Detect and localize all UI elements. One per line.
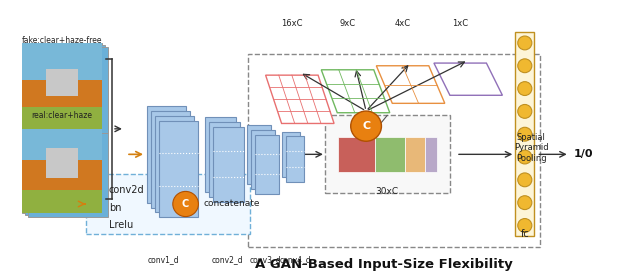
Bar — [285, 136, 303, 182]
Text: C: C — [182, 199, 189, 209]
Bar — [425, 137, 436, 172]
Bar — [22, 160, 102, 190]
Bar — [155, 116, 195, 212]
Bar — [375, 137, 405, 172]
Text: conv2_d: conv2_d — [211, 255, 243, 264]
Text: Lrelu: Lrelu — [109, 220, 133, 230]
Text: conv3_d: conv3_d — [250, 255, 282, 264]
Text: 1/0: 1/0 — [574, 149, 593, 159]
Circle shape — [518, 219, 532, 232]
Polygon shape — [376, 66, 445, 103]
Bar — [150, 111, 190, 207]
Circle shape — [518, 105, 532, 118]
Circle shape — [351, 111, 381, 141]
Bar — [248, 54, 540, 247]
Text: conv4_d: conv4_d — [280, 255, 312, 264]
Text: 1xC: 1xC — [452, 19, 468, 28]
Bar — [22, 107, 102, 129]
Bar — [22, 190, 102, 213]
Bar — [25, 121, 105, 215]
Bar — [46, 148, 78, 178]
Text: fc: fc — [520, 229, 529, 239]
Bar — [25, 45, 105, 131]
Circle shape — [518, 127, 532, 141]
Text: 30xC: 30xC — [376, 187, 399, 196]
Circle shape — [518, 196, 532, 210]
Bar — [214, 127, 244, 202]
Bar — [86, 174, 250, 233]
Bar — [205, 117, 236, 192]
Bar — [147, 106, 186, 203]
Bar — [338, 137, 375, 172]
Text: concatenate: concatenate — [204, 200, 260, 209]
Bar — [22, 43, 102, 82]
Text: bn: bn — [109, 203, 122, 213]
Text: Spatial
Pyramid
Pooling: Spatial Pyramid Pooling — [514, 133, 548, 162]
Text: 4xC: 4xC — [394, 19, 411, 28]
Bar — [405, 137, 425, 172]
Text: 9xC: 9xC — [339, 19, 356, 28]
Bar — [22, 80, 102, 107]
Bar — [255, 135, 279, 194]
Text: conv1_d: conv1_d — [147, 255, 179, 264]
Bar — [252, 130, 275, 189]
Bar — [515, 32, 534, 236]
Text: 16xC: 16xC — [281, 19, 303, 28]
Bar — [22, 120, 102, 213]
Bar — [248, 125, 271, 184]
Circle shape — [518, 82, 532, 96]
Bar — [282, 132, 300, 177]
Circle shape — [173, 191, 198, 216]
Circle shape — [518, 59, 532, 73]
Bar — [46, 69, 78, 96]
Bar — [159, 121, 198, 217]
Polygon shape — [266, 75, 334, 123]
Text: real:clear+haze: real:clear+haze — [31, 111, 93, 120]
Text: A GAN-Based Input-Size Flexibility: A GAN-Based Input-Size Flexibility — [255, 258, 513, 271]
Polygon shape — [321, 70, 390, 113]
Text: fake:clear+haze-free: fake:clear+haze-free — [22, 36, 102, 45]
Bar — [209, 122, 240, 197]
Text: conv2d: conv2d — [109, 185, 145, 195]
Text: C: C — [362, 121, 370, 131]
Circle shape — [518, 173, 532, 187]
Bar — [324, 115, 449, 193]
Bar — [28, 123, 108, 217]
Circle shape — [518, 36, 532, 50]
Bar — [22, 43, 102, 129]
Polygon shape — [434, 63, 502, 95]
Bar — [28, 47, 108, 133]
Circle shape — [518, 150, 532, 164]
Bar — [22, 120, 102, 162]
